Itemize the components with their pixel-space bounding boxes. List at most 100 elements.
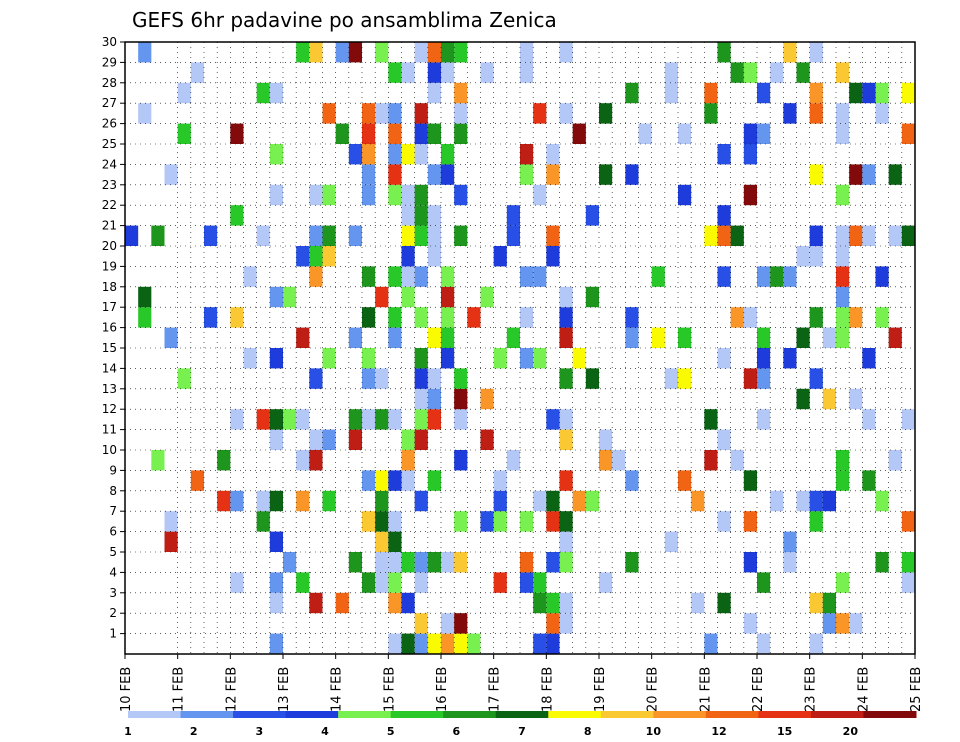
heatmap-cell: [743, 184, 757, 206]
heatmap-cell: [204, 225, 218, 246]
heatmap-cell: [296, 42, 310, 63]
legend-swatch: [653, 711, 707, 718]
legend-swatch: [810, 711, 864, 718]
heatmap-cell: [309, 429, 323, 450]
heatmap-cell: [322, 490, 336, 512]
heatmap-cell: [348, 429, 362, 450]
heatmap-cell: [599, 164, 613, 185]
heatmap-cell: [520, 572, 534, 593]
heatmap-cell: [836, 103, 850, 124]
heatmap-cell: [559, 42, 573, 63]
legend-swatch: [233, 711, 287, 718]
heatmap-cell: [427, 164, 441, 185]
heatmap-cell: [506, 205, 520, 226]
heatmap-cell: [506, 327, 520, 348]
heatmap-cell: [520, 164, 534, 185]
heatmap-cell: [559, 368, 573, 389]
heatmap-cell: [836, 470, 850, 491]
heatmap-cell: [388, 531, 402, 552]
heatmap-cell: [625, 307, 639, 328]
heatmap-cell: [269, 429, 283, 450]
heatmap-cell: [678, 327, 692, 348]
heatmap-cell: [362, 164, 376, 185]
heatmap-cell: [875, 266, 889, 287]
legend-swatch: [600, 711, 654, 718]
heatmap-cell: [414, 205, 428, 226]
x-tick-label: 19 FEB: [593, 667, 608, 712]
heatmap-cell: [757, 368, 771, 389]
heatmap-cell: [520, 144, 534, 165]
heatmap-cell: [743, 62, 757, 83]
heatmap-cell: [533, 490, 547, 512]
heatmap-cell: [348, 144, 362, 165]
heatmap-cell: [388, 123, 402, 144]
heatmap-cell: [520, 62, 534, 83]
heatmap-cell: [269, 633, 283, 654]
heatmap-cell: [388, 592, 402, 614]
heatmap-cell: [427, 327, 441, 348]
heatmap-cell: [836, 307, 850, 328]
heatmap-cell: [822, 490, 836, 512]
heatmap-cell: [427, 225, 441, 246]
heatmap-cell: [796, 62, 810, 83]
heatmap-cell: [454, 368, 468, 389]
heatmap-cell: [256, 409, 270, 430]
heatmap-cell: [664, 62, 678, 83]
heatmap-cell: [796, 327, 810, 348]
heatmap-cell: [388, 307, 402, 328]
heatmap-cell: [362, 348, 376, 369]
heatmap-cell: [678, 184, 692, 206]
y-tick-label: 20: [102, 239, 117, 253]
y-tick-label: 6: [109, 525, 117, 539]
x-tick-label: 17 FEB: [488, 667, 503, 712]
heatmap-cell: [269, 144, 283, 165]
heatmap-cell: [414, 429, 428, 450]
heatmap-cell: [230, 409, 244, 430]
heatmap-cell: [454, 225, 468, 246]
heatmap-cell: [875, 307, 889, 328]
heatmap-cell: [809, 368, 823, 389]
grid-lines: [125, 42, 915, 654]
heatmap-cell: [849, 307, 863, 328]
y-tick-label: 21: [102, 219, 117, 233]
heatmap-cell: [427, 62, 441, 83]
heatmap-cell: [704, 82, 718, 104]
heatmap-cell: [493, 246, 507, 267]
heatmap-cell: [375, 42, 389, 63]
heatmap-cell: [638, 123, 652, 144]
heatmap-cell: [427, 633, 441, 654]
heatmap-cell: [230, 123, 244, 144]
heatmap-cell: [427, 82, 441, 104]
heatmap-cell: [454, 123, 468, 144]
heatmap-cell: [401, 225, 415, 246]
heatmap-cell: [704, 633, 718, 654]
heatmap-cell: [493, 511, 507, 532]
y-tick-label: 4: [109, 565, 117, 579]
heatmap-cell: [651, 327, 665, 348]
heatmap-cell: [138, 103, 152, 124]
x-tick-label: 25 FEB: [909, 667, 924, 712]
heatmap-cell: [862, 164, 876, 185]
heatmap-cell: [309, 266, 323, 287]
heatmap-cell: [559, 429, 573, 450]
heatmap-cell: [454, 184, 468, 206]
heatmap-cell: [717, 144, 731, 165]
heatmap-cell: [401, 144, 415, 165]
heatmap-cell: [743, 511, 757, 532]
heatmap-cell: [625, 82, 639, 104]
heatmap-cell: [414, 123, 428, 144]
heatmap-cell: [625, 470, 639, 491]
heatmap-cell: [520, 266, 534, 287]
heatmap-cell: [480, 286, 494, 308]
heatmap-cell: [717, 205, 731, 226]
heatmap-cell: [585, 205, 599, 226]
heatmap-cell: [256, 511, 270, 532]
heatmap-cell: [612, 450, 626, 471]
heatmap-cell: [493, 348, 507, 369]
heatmap-cell: [454, 613, 468, 634]
x-axis: 10 FEB 11 FEB 12 FEB 13 FEB 14 FEB 15 FEB 16 F…: [119, 654, 924, 712]
heatmap-cell: [388, 103, 402, 124]
heatmap-cell: [743, 144, 757, 165]
heatmap-cell: [546, 164, 560, 185]
